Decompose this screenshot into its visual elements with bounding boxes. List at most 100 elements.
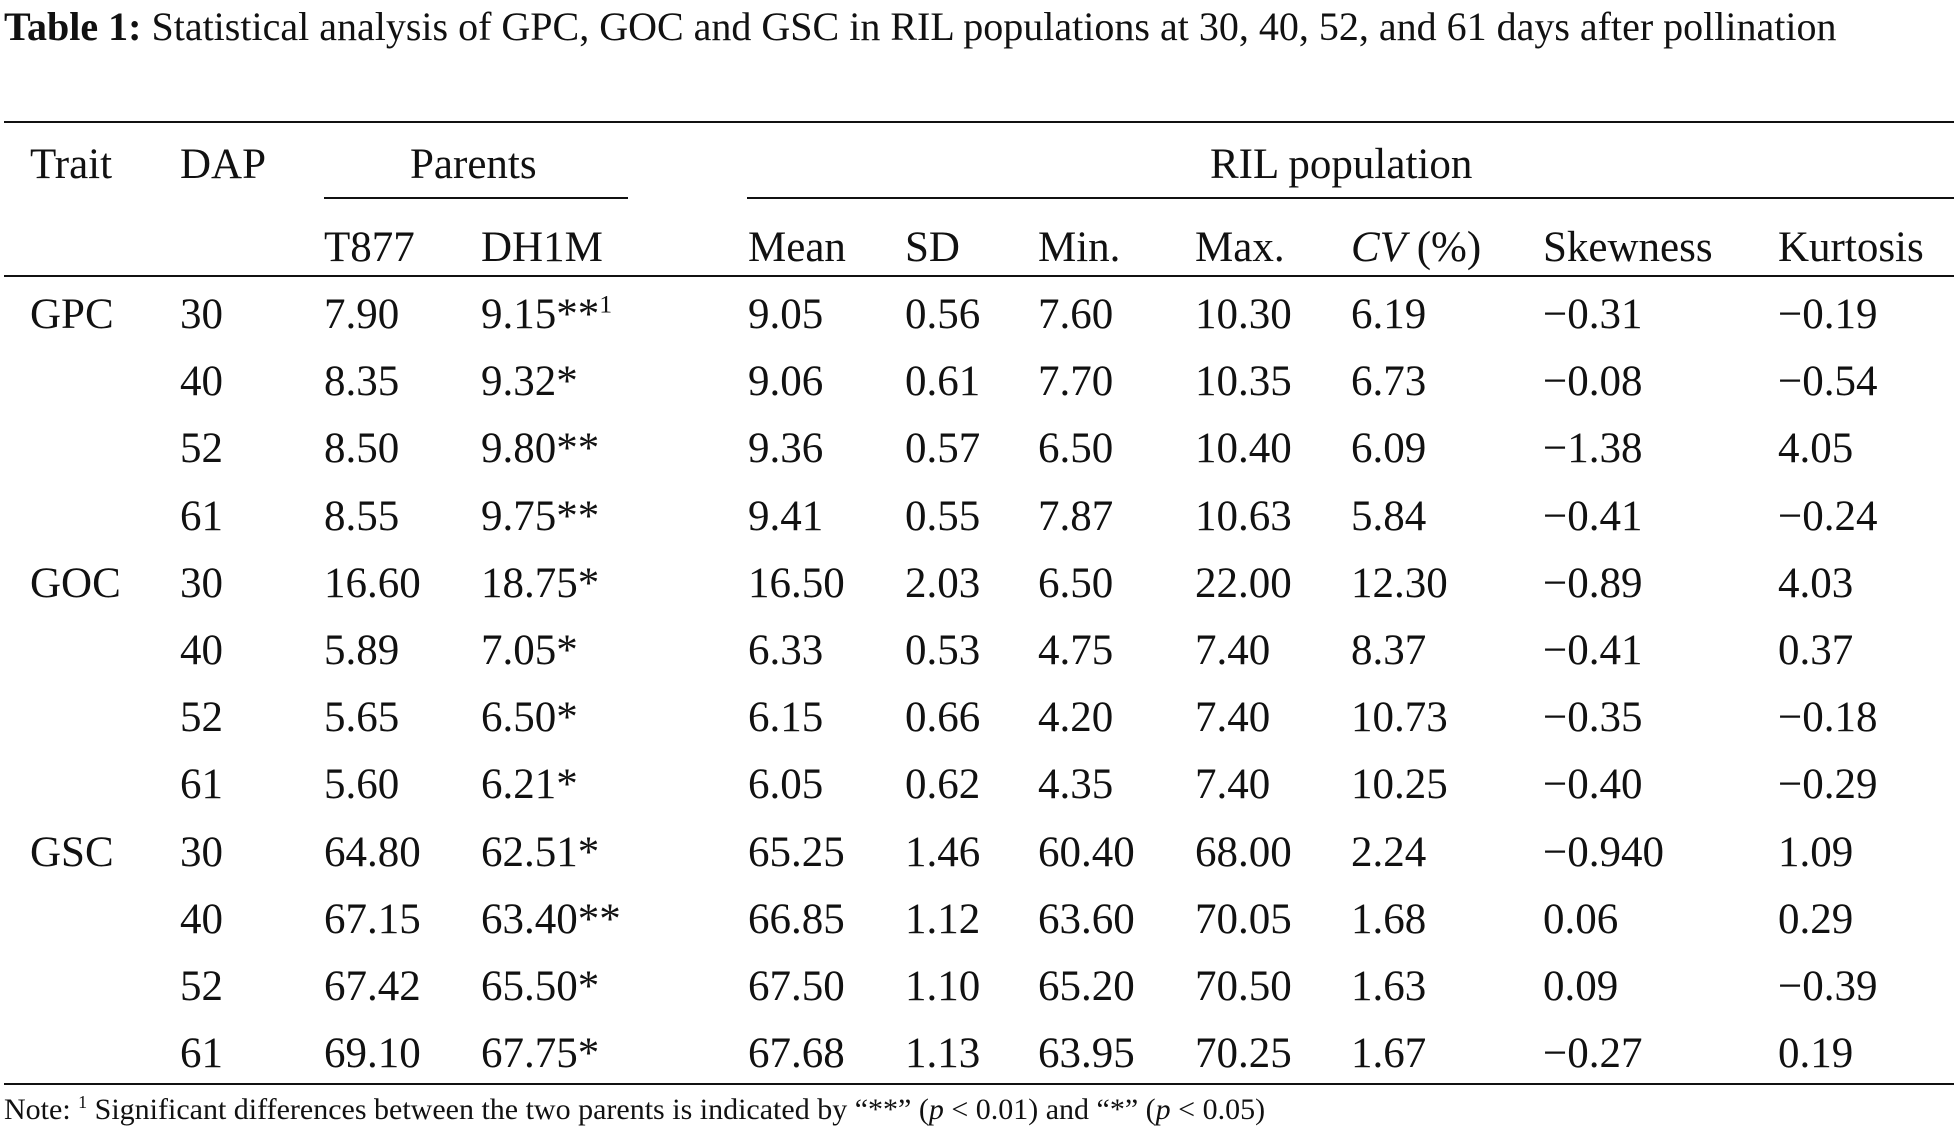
cell-kurt-value: −0.54 xyxy=(1778,358,1878,405)
cell-kurt: 4.03 xyxy=(1778,559,1853,609)
cell-dap: 52 xyxy=(180,424,223,474)
cell-max: 22.00 xyxy=(1195,559,1292,609)
cell-cv: 2.24 xyxy=(1351,828,1426,878)
header-cv-unit: (%) xyxy=(1405,224,1482,271)
cell-dap-value: 30 xyxy=(180,560,223,607)
header-trait: Trait xyxy=(30,141,113,188)
cell-dh1m: 65.50* xyxy=(481,962,599,1012)
cell-cv: 5.84 xyxy=(1351,492,1426,542)
cell-cv: 10.25 xyxy=(1351,760,1448,810)
cell-dap: 61 xyxy=(180,760,223,810)
cell-dap: 40 xyxy=(180,895,223,945)
cell-max-value: 7.40 xyxy=(1195,761,1271,808)
cell-dap: 61 xyxy=(180,1029,223,1079)
cell-mean-value: 6.05 xyxy=(748,761,824,808)
cell-max: 10.35 xyxy=(1195,357,1292,407)
cell-kurt: 1.09 xyxy=(1778,828,1853,878)
cell-dh1m-value: 18.75* xyxy=(481,560,600,607)
cell-dap-value: 61 xyxy=(180,761,223,808)
cell-mean-value: 9.36 xyxy=(748,425,824,472)
cell-kurt-value: −0.24 xyxy=(1778,493,1878,540)
cell-trait: GPC xyxy=(30,290,114,340)
header-min: Min. xyxy=(1038,224,1121,271)
cell-min: 4.75 xyxy=(1038,626,1113,676)
cell-trait-value: GPC xyxy=(30,291,114,338)
cell-skew-value: −0.08 xyxy=(1543,358,1643,405)
cell-max-value: 22.00 xyxy=(1195,560,1292,607)
cell-min-value: 65.20 xyxy=(1038,963,1135,1010)
cell-skew-value: −0.940 xyxy=(1543,829,1665,876)
cell-skew: −1.38 xyxy=(1543,424,1643,474)
cell-mean: 6.05 xyxy=(748,760,823,810)
parents-subrule xyxy=(324,197,628,199)
cell-dh1m: 9.15**1 xyxy=(481,290,612,340)
cell-sd: 1.13 xyxy=(905,1029,980,1079)
cell-mean: 65.25 xyxy=(748,828,845,878)
cell-cv: 1.67 xyxy=(1351,1029,1426,1079)
cell-sd: 2.03 xyxy=(905,559,980,609)
cell-sd: 0.55 xyxy=(905,492,980,542)
cell-kurt: 4.05 xyxy=(1778,424,1853,474)
cell-max: 70.50 xyxy=(1195,962,1292,1012)
cell-skew: −0.89 xyxy=(1543,559,1643,609)
cell-dh1m: 6.21* xyxy=(481,760,578,810)
caption-label: Table 1: xyxy=(4,4,142,49)
cell-dap: 30 xyxy=(180,559,223,609)
cell-min-value: 7.87 xyxy=(1038,493,1114,540)
cell-cv-value: 1.67 xyxy=(1351,1030,1427,1077)
cell-t877: 8.35 xyxy=(324,357,399,407)
cell-kurt: 0.29 xyxy=(1778,895,1853,945)
cell-min-value: 7.60 xyxy=(1038,291,1114,338)
cell-cv: 10.73 xyxy=(1351,693,1448,743)
cell-min: 4.35 xyxy=(1038,760,1113,810)
caption-text: Statistical analysis of GPC, GOC and GSC… xyxy=(151,4,1837,49)
cell-dap-value: 61 xyxy=(180,493,223,540)
cell-min-value: 7.70 xyxy=(1038,358,1114,405)
cell-max-value: 10.35 xyxy=(1195,358,1292,405)
note-sup: 1 xyxy=(78,1092,88,1112)
cell-cv-value: 1.68 xyxy=(1351,896,1427,943)
cell-mean-value: 6.33 xyxy=(748,627,824,674)
cell-t877-value: 5.89 xyxy=(324,627,400,674)
cell-dh1m: 6.50* xyxy=(481,693,578,743)
cell-dh1m-value: 9.32* xyxy=(481,358,578,405)
cell-max-value: 70.05 xyxy=(1195,896,1292,943)
cell-dh1m-value: 63.40** xyxy=(481,896,621,943)
cell-cv-value: 12.30 xyxy=(1351,560,1448,607)
cell-t877-value: 69.10 xyxy=(324,1030,421,1077)
cell-dh1m-value: 6.21* xyxy=(481,761,578,808)
cell-mean-value: 9.41 xyxy=(748,493,824,540)
cell-cv-value: 6.09 xyxy=(1351,425,1427,472)
cell-min: 7.87 xyxy=(1038,492,1113,542)
cell-skew-value: 0.09 xyxy=(1543,963,1619,1010)
cell-min-value: 4.35 xyxy=(1038,761,1114,808)
cell-mean-value: 9.06 xyxy=(748,358,824,405)
cell-t877-value: 67.42 xyxy=(324,963,421,1010)
cell-cv: 6.73 xyxy=(1351,357,1426,407)
cell-dh1m: 63.40** xyxy=(481,895,621,945)
cell-trait: GSC xyxy=(30,828,114,878)
cell-max: 7.40 xyxy=(1195,760,1270,810)
cell-kurt-value: 1.09 xyxy=(1778,829,1854,876)
cell-dap: 40 xyxy=(180,626,223,676)
cell-mean: 67.68 xyxy=(748,1029,845,1079)
cell-t877-value: 8.50 xyxy=(324,425,400,472)
cell-skew: −0.08 xyxy=(1543,357,1643,407)
cell-mean-value: 9.05 xyxy=(748,291,824,338)
cell-t877-value: 16.60 xyxy=(324,560,421,607)
cell-min: 65.20 xyxy=(1038,962,1135,1012)
cell-sd-value: 1.10 xyxy=(905,963,981,1010)
cell-kurt: 0.37 xyxy=(1778,626,1853,676)
cell-cv-value: 10.73 xyxy=(1351,694,1448,741)
cell-min: 6.50 xyxy=(1038,424,1113,474)
cell-sd-value: 0.55 xyxy=(905,493,981,540)
cell-dap-value: 30 xyxy=(180,829,223,876)
cell-dap: 30 xyxy=(180,828,223,878)
cell-kurt-value: 4.05 xyxy=(1778,425,1854,472)
cell-dap: 30 xyxy=(180,290,223,340)
cell-dh1m: 18.75* xyxy=(481,559,599,609)
cell-t877-value: 8.35 xyxy=(324,358,400,405)
cell-trait-value: GOC xyxy=(30,560,121,607)
cell-min-value: 4.20 xyxy=(1038,694,1114,741)
cell-cv: 1.68 xyxy=(1351,895,1426,945)
